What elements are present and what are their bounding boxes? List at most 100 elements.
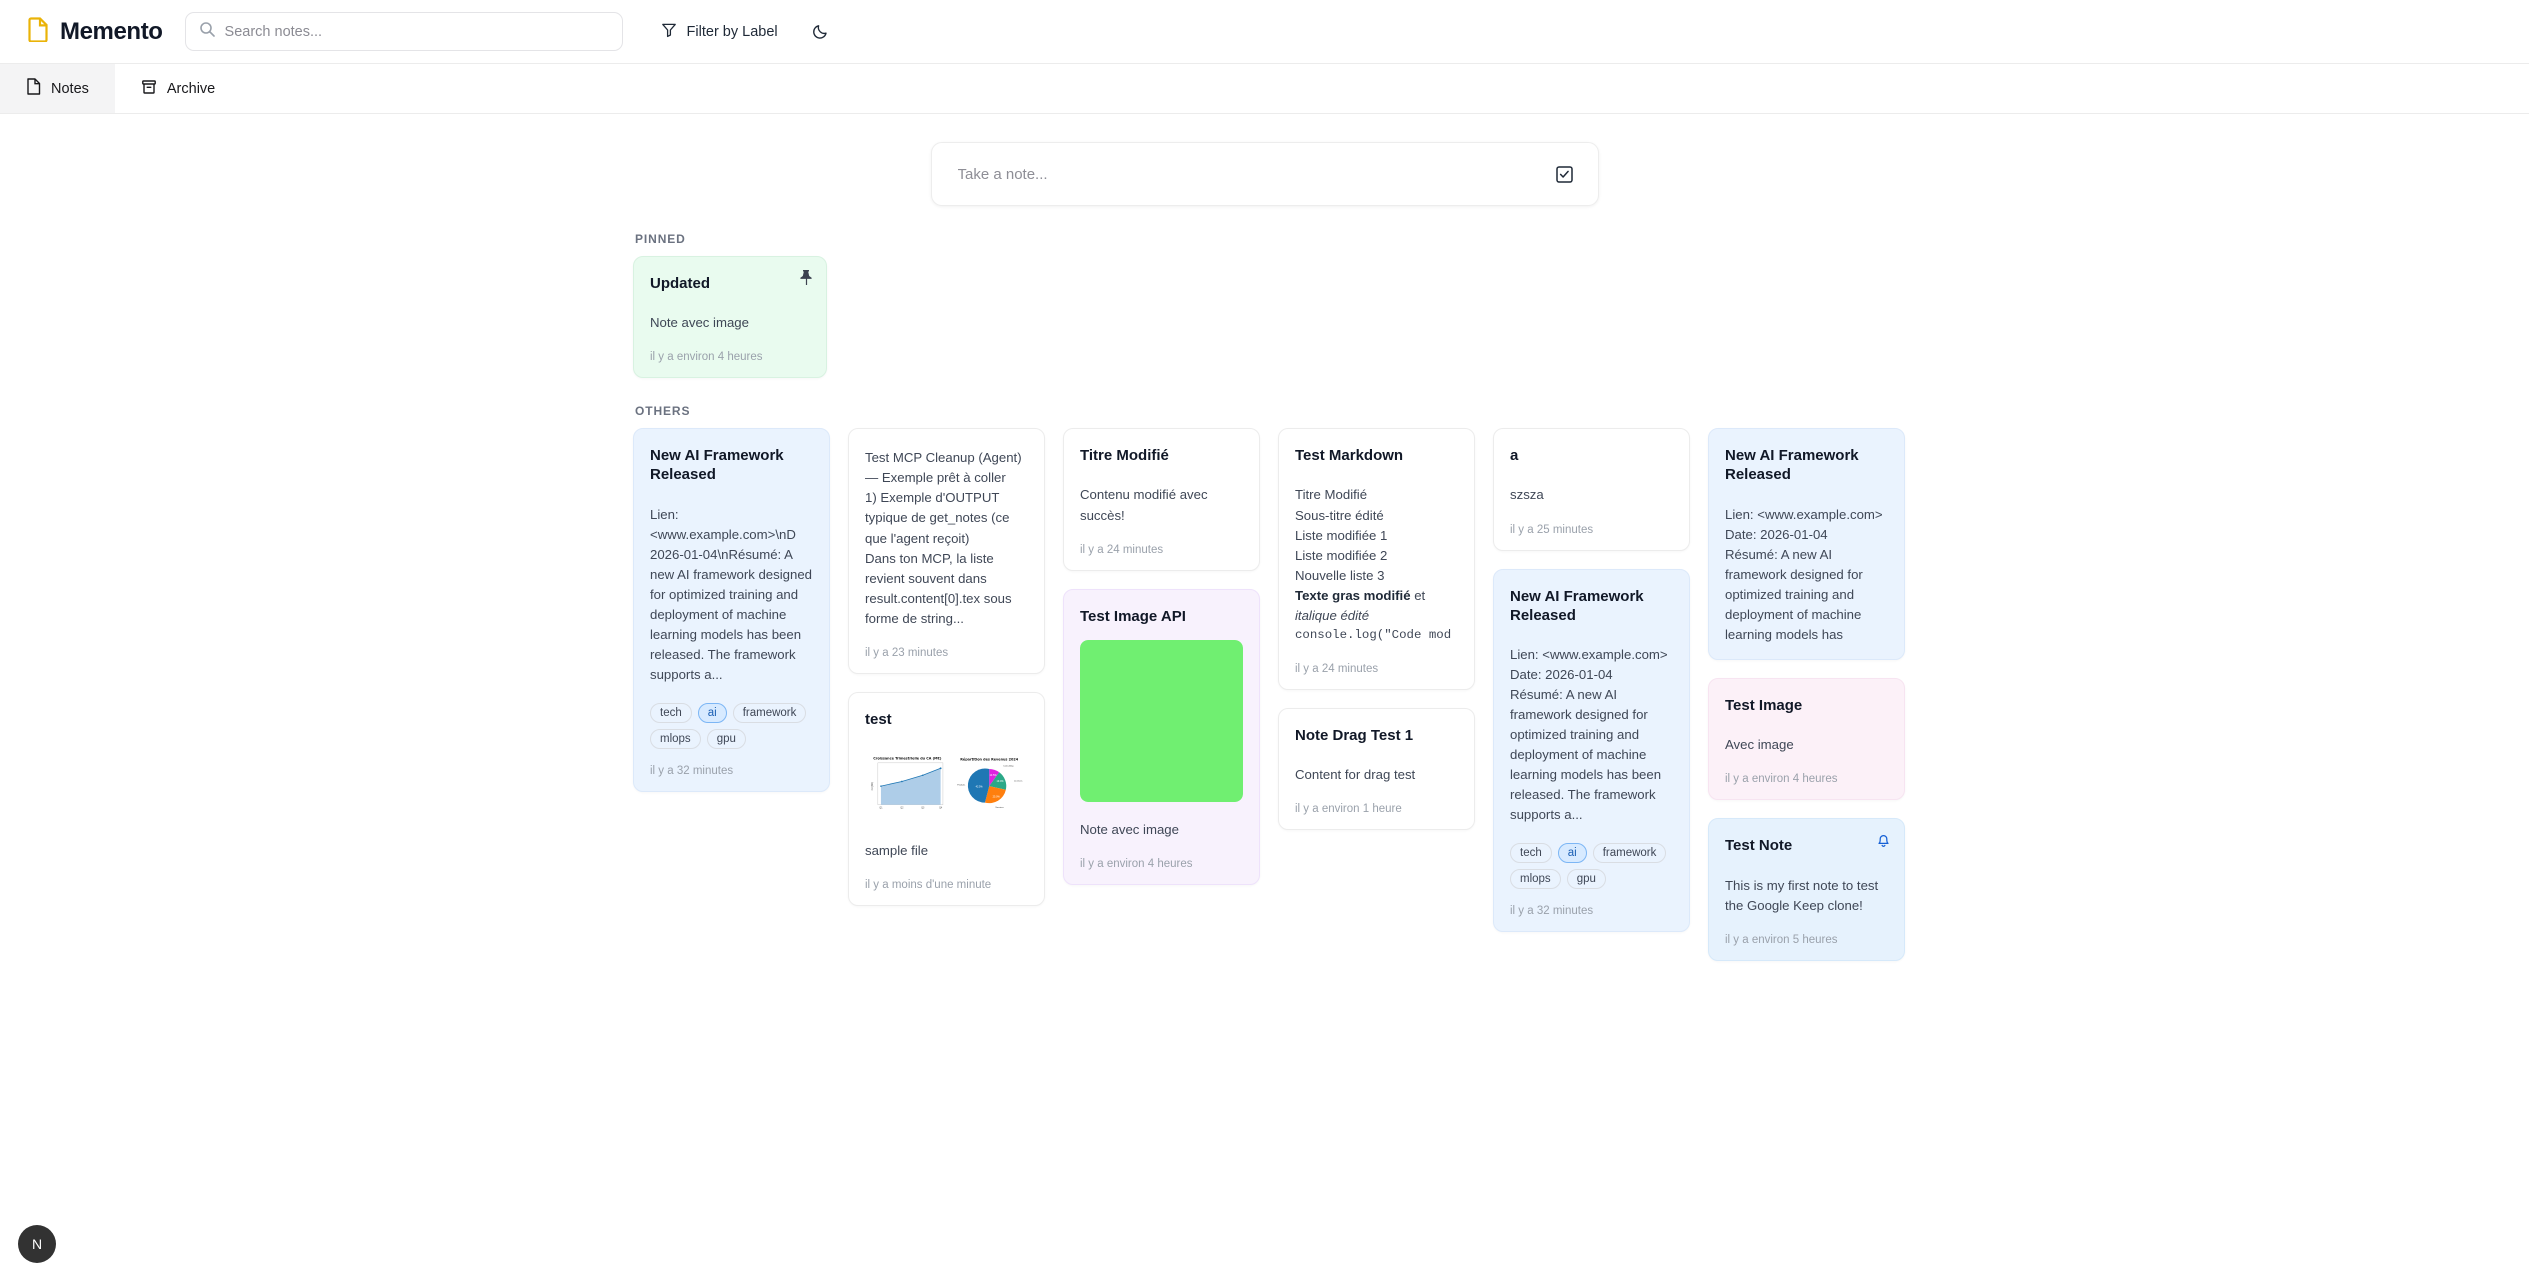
svg-text:19.0%: 19.0% <box>996 780 1004 783</box>
tab-archive[interactable]: Archive <box>115 64 241 113</box>
note-body: This is my first note to test the Google… <box>1725 877 1882 913</box>
tab-notes[interactable]: Notes <box>0 64 115 113</box>
avatar-initial: N <box>31 1236 43 1252</box>
green-block-image <box>1080 639 1243 802</box>
note-tag[interactable]: framework <box>1592 843 1667 864</box>
note-card[interactable]: New AI Framework Released Lien: <www.exa… <box>633 428 830 793</box>
memento-logo-icon <box>28 16 49 47</box>
note-timestamp: il y a 25 minutes <box>1510 523 1594 536</box>
note-card[interactable]: Test Note This is my first note to test … <box>1708 818 1905 961</box>
md-bold-line: Texte gras modifié et <box>1295 586 1458 606</box>
note-tag[interactable]: mlops <box>650 729 701 750</box>
note-tag[interactable]: mlops <box>1510 869 1561 890</box>
others-section-label: OTHERS <box>635 404 691 419</box>
note-title: Test Image API <box>1080 607 1186 625</box>
filter-by-label-button[interactable]: Filter by Label <box>647 13 792 51</box>
note-body: Note avec image <box>650 315 749 331</box>
note-tag-active[interactable]: ai <box>697 703 727 724</box>
note-tag[interactable]: tech <box>1510 843 1552 864</box>
note-timestamp: il y a 32 minutes <box>1510 905 1594 918</box>
md-bold-text: Texte gras modifié <box>1295 587 1411 603</box>
note-body: szsza <box>1510 487 1544 503</box>
bell-icon[interactable] <box>1876 832 1891 848</box>
md-line: Liste modifiée 2 <box>1295 547 1388 563</box>
pinned-notes-list: Updated Note avec image il y a environ 4… <box>633 256 2501 379</box>
note-tag[interactable]: framework <box>732 703 807 724</box>
note-tag-active[interactable]: ai <box>1557 843 1587 864</box>
notes-list: New AI Framework Released Lien: <www.exa… <box>633 428 1905 961</box>
svg-text:Q4: Q4 <box>939 808 943 810</box>
note-card[interactable]: Note Drag Test 1 Content for drag test i… <box>1278 707 1475 830</box>
svg-text:CA (M€): CA (M€) <box>871 782 874 791</box>
note-card[interactable]: Test Image Avec image il y a environ 4 h… <box>1708 678 1905 801</box>
header-actions: Filter by Label <box>647 13 840 51</box>
note-card[interactable]: Titre Modifié Contenu modifié avec succè… <box>1063 428 1260 571</box>
note-body: sample file <box>865 843 929 858</box>
note-card[interactable]: test Croissance Trimestrielle du CA (M€)… <box>848 691 1045 907</box>
note-timestamp: il y a moins d'une minute <box>865 879 992 892</box>
tab-bar: Notes Archive <box>0 64 2529 114</box>
note-card-pinned[interactable]: Updated Note avec image il y a environ 4… <box>633 256 827 379</box>
notes-board: PINNED Updated Note avec image il y a en… <box>0 232 2529 961</box>
note-tags: tech ai framework mlops gpu <box>1510 843 1673 890</box>
note-title: Test Image <box>1725 697 1803 715</box>
note-timestamp: il y a environ 4 heures <box>1080 857 1193 870</box>
checklist-icon <box>1556 165 1573 183</box>
filter-icon <box>661 22 677 42</box>
note-image[interactable] <box>1080 639 1243 802</box>
note-title: New AI Framework Released <box>1725 447 1859 484</box>
brand-name: Memento <box>60 17 163 45</box>
note-card[interactable]: New AI Framework Released Lien: <www.exa… <box>1708 428 1905 661</box>
app-header: Memento Filter by Label <box>0 0 2529 64</box>
note-timestamp: il y a 24 minutes <box>1295 662 1379 675</box>
note-card[interactable]: a szsza il y a 25 minutes <box>1493 428 1690 551</box>
svg-text:Services: Services <box>995 806 1003 809</box>
note-title: a <box>1510 447 1519 465</box>
pinned-section-label: PINNED <box>635 232 686 246</box>
note-tag[interactable]: gpu <box>706 729 746 750</box>
note-image-chart[interactable]: Croissance Trimestrielle du CA (M€) Q1 Q… <box>865 743 1028 823</box>
md-line: Titre Modifié <box>1295 487 1368 503</box>
md-line: Nouvelle liste 3 <box>1295 567 1385 583</box>
note-timestamp: il y a environ 4 heures <box>650 351 763 364</box>
note-title: New AI Framework Released <box>650 447 784 484</box>
search-input[interactable] <box>224 23 609 40</box>
new-checklist-button[interactable] <box>1546 155 1584 193</box>
take-a-note-input[interactable] <box>945 155 1536 193</box>
note-body: Lien: <www.example.com>\nD 2026-01-04\nR… <box>650 506 816 683</box>
svg-text:Consulting: Consulting <box>1003 765 1014 768</box>
note-title: New AI Framework Released <box>1510 587 1644 624</box>
note-title: Test Markdown <box>1295 447 1404 465</box>
search-box[interactable] <box>184 12 623 51</box>
svg-text:Licences: Licences <box>1014 780 1023 782</box>
search-icon <box>199 21 215 42</box>
note-timestamp: il y a environ 1 heure <box>1295 802 1402 815</box>
note-card[interactable]: Test Image API Note avec image il y a en… <box>1063 588 1260 885</box>
note-title: Titre Modifié <box>1080 447 1169 465</box>
note-timestamp: il y a 32 minutes <box>650 765 734 778</box>
svg-text:Q1: Q1 <box>879 808 883 810</box>
note-tag[interactable]: gpu <box>1566 869 1606 890</box>
note-body: Contenu modifié avec succès! <box>1080 487 1212 523</box>
note-card[interactable]: New AI Framework Released Lien: <www.exa… <box>1493 568 1690 933</box>
pin-icon[interactable] <box>800 270 813 285</box>
note-body: Test MCP Cleanup (Agent) — Exemple prêt … <box>865 450 1022 626</box>
user-avatar[interactable]: N <box>18 1225 56 1263</box>
note-body: Lien: <www.example.com> Date: 2026-01-04… <box>1510 646 1668 823</box>
note-body: Note avec image <box>1080 821 1179 837</box>
note-timestamp: il y a 24 minutes <box>1080 543 1164 556</box>
note-body: Content for drag test <box>1295 766 1416 782</box>
note-card[interactable]: Test MCP Cleanup (Agent) — Exemple prêt … <box>848 428 1045 674</box>
note-title: Updated <box>650 275 710 292</box>
moon-icon <box>813 25 827 39</box>
note-tag[interactable]: tech <box>650 703 692 724</box>
svg-text:Croissance Trimestrielle du CA: Croissance Trimestrielle du CA (M€) <box>873 757 942 761</box>
note-composer[interactable] <box>930 142 1599 206</box>
svg-text:Q3: Q3 <box>921 808 925 810</box>
theme-toggle-button[interactable] <box>802 13 840 51</box>
note-card[interactable]: Test Markdown Titre Modifié Sous-titre é… <box>1278 428 1475 690</box>
svg-text:Produits: Produits <box>957 783 965 786</box>
pie-chart-thumbnail: Répartition des Revenus 2024 42.5% 25.0%… <box>951 753 1026 813</box>
file-icon <box>26 78 41 99</box>
svg-text:Répartition des Revenus 2024: Répartition des Revenus 2024 <box>960 758 1018 762</box>
